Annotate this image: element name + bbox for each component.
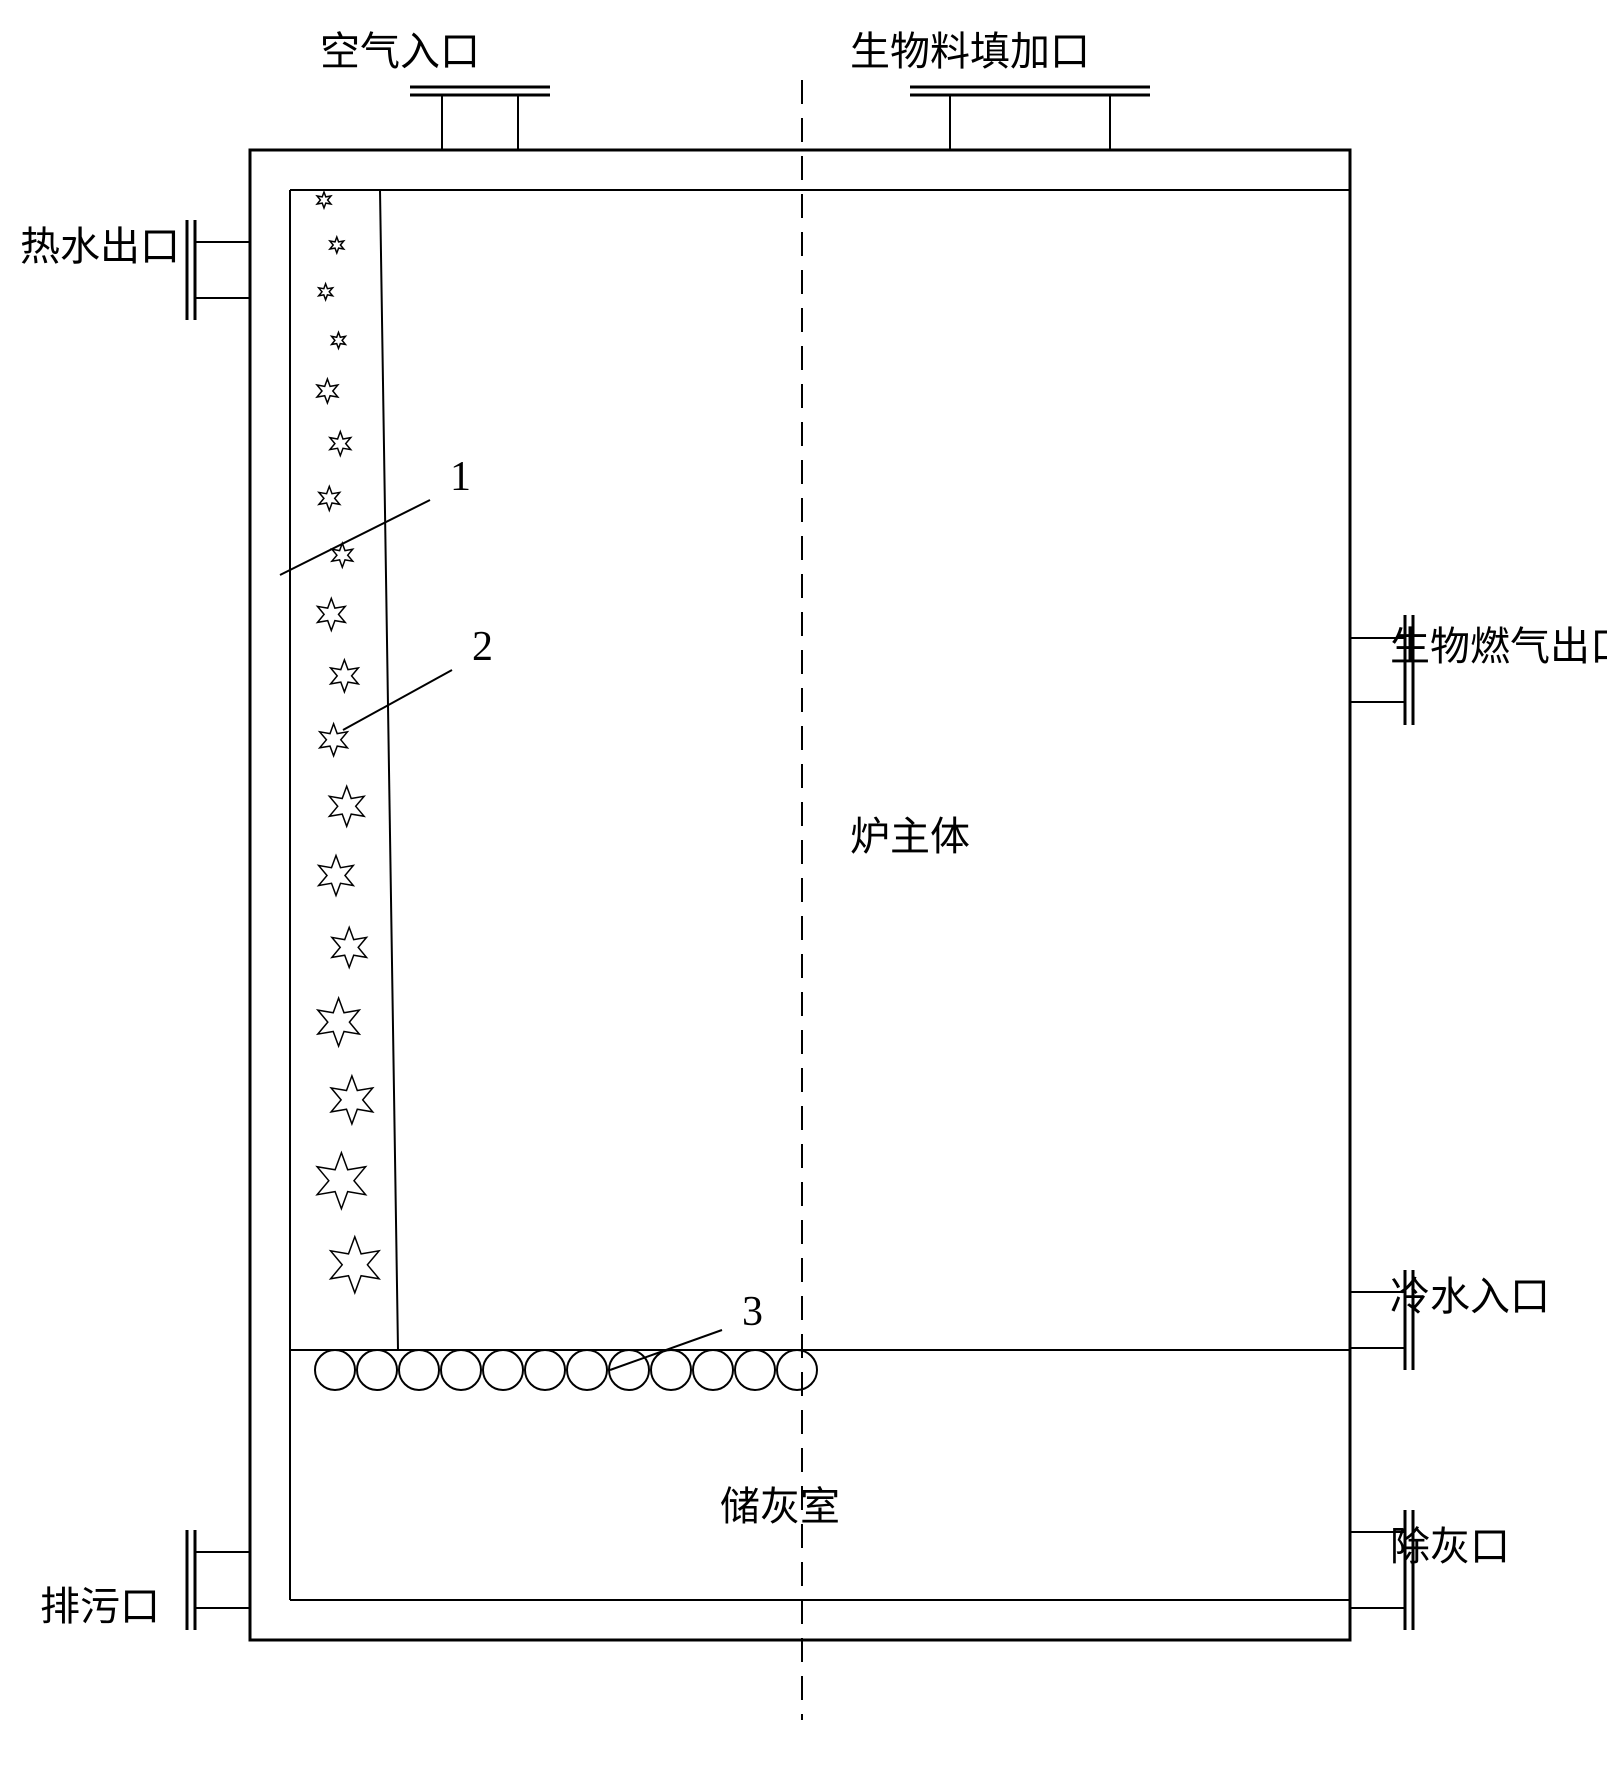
label-furnace_body: 炉主体 [850,814,970,859]
label-feed_port: 生物料填加口 [850,29,1090,74]
label-cold_water_in: 冷水入口 [1390,1274,1550,1319]
label-drain: 排污口 [40,1584,160,1629]
label-hot_water_out: 热水出口 [20,224,180,269]
label-ash_removal: 除灰口 [1390,1524,1510,1569]
label-air_inlet: 空气入口 [320,29,480,74]
ref-r3: 3 [742,1289,763,1335]
ref-r1: 1 [450,454,471,500]
label-biogas_out: 生物燃气出口 [1390,624,1607,669]
diagram-svg: 空气入口 生物料填加口热水出口生物燃气出口冷水入口除灰口排污口 炉主体储灰室 1 2 3 [20,20,1607,1746]
label-ash_chamber: 储灰室 [720,1484,840,1529]
ref-r2: 2 [472,624,493,670]
